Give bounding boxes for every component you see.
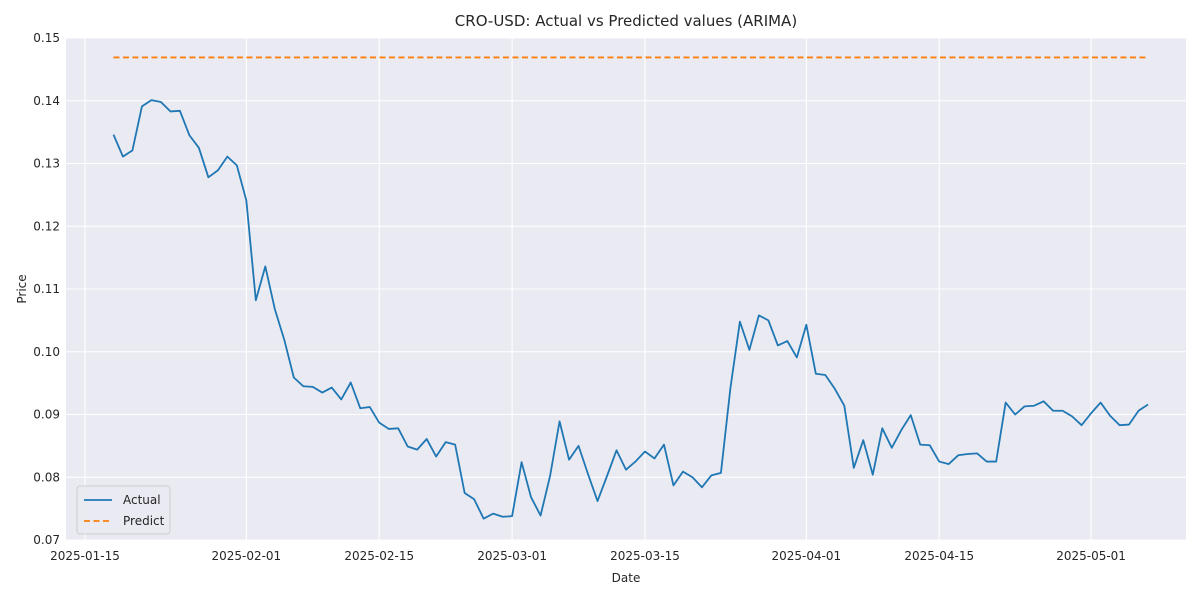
- x-tick-label: 2025-04-01: [771, 549, 841, 563]
- y-axis-label: Price: [15, 274, 29, 303]
- y-tick-label: 0.07: [33, 533, 60, 547]
- x-tick-label: 2025-02-15: [344, 549, 414, 563]
- y-tick-label: 0.09: [33, 408, 60, 422]
- y-tick-label: 0.14: [33, 94, 60, 108]
- legend-label-predict: Predict: [123, 514, 165, 528]
- x-tick-label: 2025-05-01: [1056, 549, 1126, 563]
- legend-box: [76, 485, 171, 535]
- y-tick-label: 0.08: [33, 470, 60, 484]
- y-tick-label: 0.13: [33, 157, 60, 171]
- y-gridlines: [66, 37, 1186, 541]
- y-tick-labels: 0.07 0.08 0.09 0.10 0.11 0.12 0.13 0.14 0.15: [33, 31, 60, 547]
- y-tick-label: 0.10: [33, 345, 60, 359]
- legend: Actual Predict: [76, 485, 171, 535]
- y-tick-label: 0.11: [33, 282, 60, 296]
- series-layer: [112, 56, 1149, 520]
- x-axis-label: Date: [612, 571, 641, 585]
- x-tick-label: 2025-03-01: [477, 549, 547, 563]
- x-tick-label: 2025-01-15: [50, 549, 120, 563]
- chart-title: CRO-USD: Actual vs Predicted values (ARI…: [455, 12, 797, 30]
- x-tick-label: 2025-03-15: [610, 549, 680, 563]
- legend-label-actual: Actual: [123, 493, 161, 507]
- x-tick-label: 2025-02-01: [211, 549, 281, 563]
- x-tick-labels: 2025-01-15 2025-02-01 2025-02-15 2025-03-01…: [50, 549, 1126, 563]
- y-tick-label: 0.15: [33, 31, 60, 45]
- y-tick-label: 0.12: [33, 219, 60, 233]
- series-line-actual: [112, 99, 1149, 520]
- x-tick-label: 2025-04-15: [904, 549, 974, 563]
